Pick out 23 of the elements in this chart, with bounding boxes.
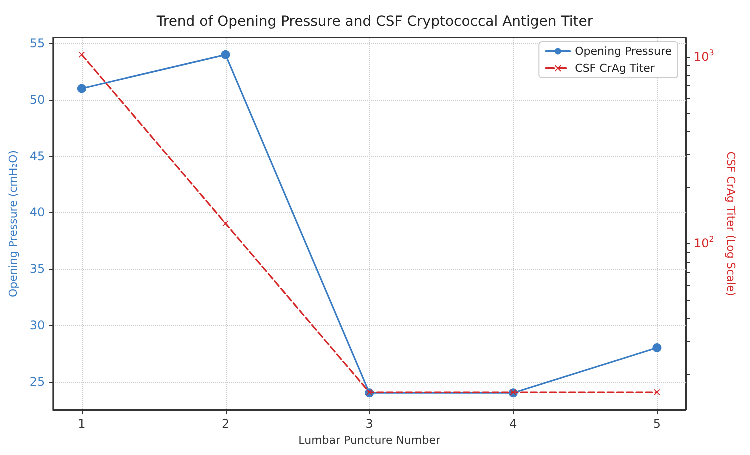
y-tick-label: 25 bbox=[30, 374, 46, 389]
x-tick-label: 1 bbox=[78, 417, 86, 431]
x-tick-label: 2 bbox=[222, 417, 230, 431]
legend-label: CSF CrAg Titer bbox=[575, 62, 656, 75]
y-tick-label: 30 bbox=[30, 318, 46, 332]
y-tick-label: 50 bbox=[30, 93, 46, 107]
x-axis-title: Lumbar Puncture Number bbox=[298, 434, 441, 447]
point bbox=[652, 344, 662, 352]
y-tick-label: 45 bbox=[30, 149, 46, 164]
x-tick-label: 4 bbox=[510, 417, 518, 431]
legend-label: Opening Pressure bbox=[575, 45, 672, 58]
y-tick-label: 35 bbox=[30, 262, 46, 276]
point bbox=[78, 52, 85, 58]
x-tick-label: 3 bbox=[366, 417, 374, 431]
point bbox=[222, 220, 229, 227]
y-tick-label: 40 bbox=[30, 206, 46, 220]
chart-title: Trend of Opening Pressure and CSF Cryptococcal Antigen Titer bbox=[156, 14, 594, 30]
point bbox=[221, 50, 230, 60]
y2-axis-title: CSF CrAg Titer (Log Scale) bbox=[724, 152, 738, 296]
y-tick-label: 55 bbox=[30, 36, 46, 51]
x-tick-label: 5 bbox=[653, 417, 662, 431]
point bbox=[77, 84, 86, 94]
y-axis-title: Opening Pressure (cmH₂O) bbox=[7, 150, 20, 298]
